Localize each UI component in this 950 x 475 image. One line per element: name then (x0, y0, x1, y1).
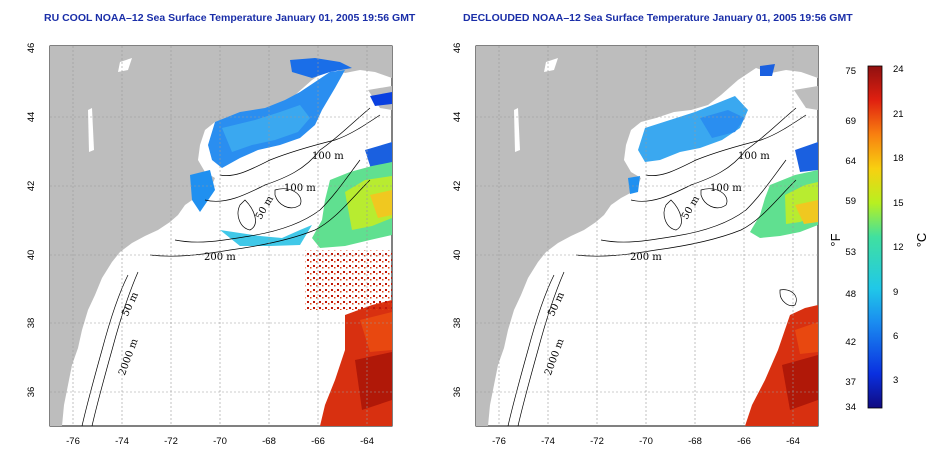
graticule (476, 46, 818, 426)
x-tick-label: -64 (786, 436, 800, 447)
x-tick-label: -74 (541, 436, 555, 447)
y-tick-label: 38 (452, 318, 463, 329)
contour-label: 200 m (630, 252, 662, 263)
panel-title-right: DECLOUDED NOAA–12 Sea Surface Temperatur… (463, 12, 853, 24)
y-tick-label: 36 (452, 387, 463, 398)
f-tick-label: 48 (845, 289, 856, 300)
colorbar-gradient (867, 65, 883, 409)
f-tick-label: 42 (845, 337, 856, 348)
y-tick-label: 36 (26, 387, 37, 398)
x-tick-label: -66 (737, 436, 751, 447)
f-axis-label: °F (828, 233, 843, 246)
c-tick-label: 3 (893, 375, 898, 386)
contour-label: 100 m (284, 183, 316, 194)
x-tick-label: -74 (115, 436, 129, 447)
contour-label: 100 m (312, 151, 344, 162)
y-tick-label: 42 (452, 181, 463, 192)
x-tick-label: -76 (66, 436, 80, 447)
c-axis-label: °C (914, 233, 929, 248)
y-tick-label: 42 (26, 181, 37, 192)
panel-title-left: RU COOL NOAA–12 Sea Surface Temperature … (44, 12, 416, 24)
f-tick-label: 59 (845, 196, 856, 207)
y-tick-label: 38 (26, 318, 37, 329)
map-panel-right: 100 m 100 m 50 m 200 m 50 m 2000 m -76 -… (452, 43, 819, 447)
f-tick-label: 53 (845, 247, 856, 258)
map-panel-left: 100 m 100 m 50 m 200 m 50 m 2000 m -76 -… (26, 43, 393, 447)
land-mass (50, 46, 392, 426)
y-tick-label: 44 (26, 112, 37, 123)
f-tick-label: 37 (845, 377, 856, 388)
c-tick-label: 24 (893, 64, 904, 75)
y-tick-label: 46 (452, 43, 463, 54)
f-tick-label: 64 (845, 156, 856, 167)
f-tick-label: 34 (845, 402, 856, 413)
y-tick-label: 46 (26, 43, 37, 54)
colorbar: 75 69 64 59 53 48 42 37 34 °F 24 21 18 1… (828, 64, 929, 413)
c-tick-label: 6 (893, 331, 898, 342)
f-tick-label: 69 (845, 116, 856, 127)
contour-label: 100 m (738, 151, 770, 162)
x-tick-label: -72 (590, 436, 604, 447)
c-tick-label: 9 (893, 287, 898, 298)
x-tick-label: -68 (688, 436, 702, 447)
graticule (50, 46, 392, 426)
x-axis-left: -76 -74 -72 -70 -68 -66 -64 (66, 436, 374, 447)
c-tick-label: 21 (893, 109, 904, 120)
x-tick-label: -70 (639, 436, 653, 447)
y-tick-label: 40 (452, 250, 463, 261)
f-tick-label: 75 (845, 66, 856, 77)
y-axis-right: 46 44 42 40 38 36 (452, 43, 463, 398)
y-tick-label: 40 (26, 250, 37, 261)
x-axis-right: -76 -74 -72 -70 -68 -66 -64 (492, 436, 800, 447)
x-tick-label: -72 (164, 436, 178, 447)
isobath-contours (81, 107, 381, 426)
x-tick-label: -68 (262, 436, 276, 447)
c-tick-label: 12 (893, 242, 904, 253)
y-tick-label: 44 (452, 112, 463, 123)
x-tick-label: -70 (213, 436, 227, 447)
colorbar-f-ticks: 75 69 64 59 53 48 42 37 34 (845, 66, 856, 413)
contour-label: 100 m (710, 183, 742, 194)
colorbar-c-ticks: 24 21 18 15 12 9 6 3 (893, 64, 904, 386)
x-tick-label: -76 (492, 436, 506, 447)
isobath-contours (507, 107, 807, 426)
x-tick-label: -64 (360, 436, 374, 447)
y-axis-left: 46 44 42 40 38 36 (26, 43, 37, 398)
x-tick-label: -66 (311, 436, 325, 447)
land-mass (476, 46, 818, 426)
c-tick-label: 15 (893, 198, 904, 209)
contour-label: 200 m (204, 252, 236, 263)
c-tick-label: 18 (893, 153, 904, 164)
